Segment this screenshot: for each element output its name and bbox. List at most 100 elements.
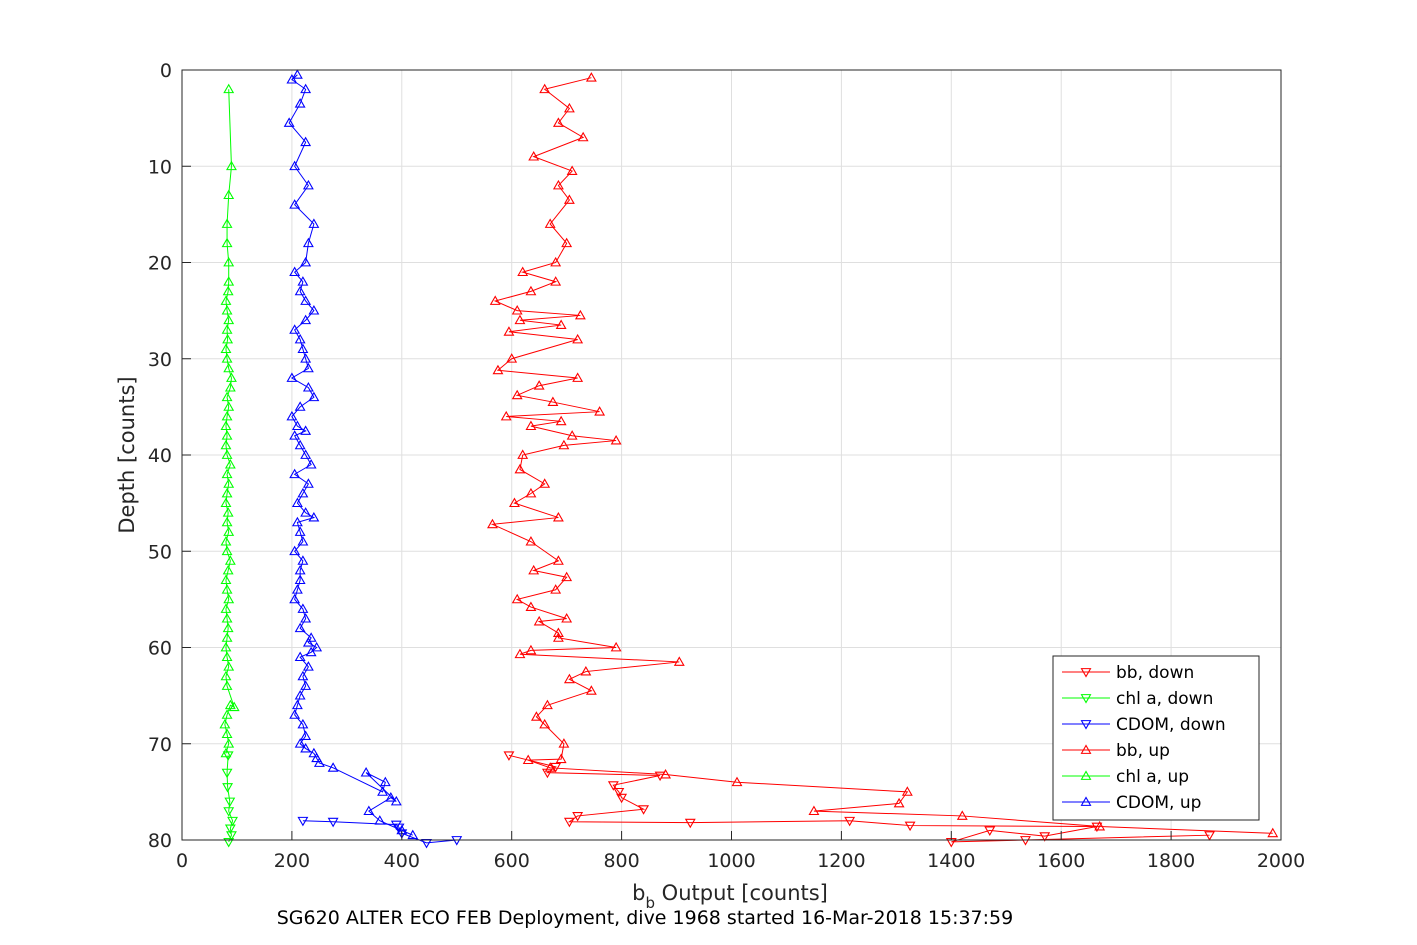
data-point — [558, 439, 570, 450]
data-point — [522, 754, 534, 765]
data-point — [506, 353, 518, 363]
data-point — [1091, 822, 1103, 833]
data-point — [221, 680, 233, 690]
data-point — [563, 102, 575, 113]
data-point — [893, 797, 905, 808]
data-point — [904, 821, 916, 832]
data-point — [555, 415, 567, 426]
data-point — [541, 768, 553, 779]
y-tick-label: 20 — [148, 253, 172, 275]
data-point — [390, 795, 402, 806]
data-point — [511, 389, 523, 400]
data-point — [555, 753, 567, 764]
series-line — [508, 754, 1210, 843]
data-point — [311, 641, 323, 652]
data-point — [297, 816, 309, 827]
data-point — [1267, 827, 1279, 838]
series-layer — [219, 69, 1279, 849]
data-point — [221, 728, 233, 739]
data-point — [327, 817, 339, 828]
y-tick-label: 40 — [148, 445, 172, 467]
data-point — [221, 410, 233, 421]
data-point — [300, 425, 312, 435]
data-point — [221, 487, 233, 498]
y-tick-label: 80 — [148, 830, 172, 852]
data-point — [297, 343, 309, 354]
data-point — [566, 165, 578, 175]
data-point — [552, 511, 564, 522]
data-point — [289, 199, 301, 209]
data-point — [577, 131, 589, 142]
data-point — [487, 518, 498, 529]
legend-label: bb, down — [1116, 663, 1194, 683]
y-axis-ticks: 0 10 20 30 40 50 60 70 80 — [148, 60, 191, 852]
data-point — [594, 406, 606, 416]
data-point — [305, 632, 317, 642]
data-point — [508, 497, 520, 508]
data-point — [547, 396, 559, 406]
data-point — [385, 792, 397, 802]
data-point — [294, 651, 306, 662]
x-axis-label: bb Output [counts] — [632, 881, 828, 912]
data-point — [533, 380, 545, 390]
data-point — [222, 333, 234, 344]
data-point — [300, 353, 312, 363]
data-point — [222, 507, 234, 517]
data-point — [300, 83, 312, 94]
data-point — [638, 805, 650, 815]
data-point — [223, 837, 235, 848]
data-point — [289, 324, 301, 334]
data-point — [294, 622, 306, 633]
data-point — [302, 478, 314, 488]
data-point — [221, 584, 233, 594]
data-point — [294, 526, 306, 536]
data-point — [294, 574, 306, 585]
data-point — [228, 701, 240, 712]
data-point — [308, 511, 320, 522]
data-point — [300, 136, 312, 147]
legend-box — [1052, 655, 1260, 821]
data-point — [300, 295, 312, 305]
data-point — [221, 391, 233, 402]
data-point — [610, 434, 622, 445]
data-point — [561, 613, 573, 623]
data-point — [377, 786, 389, 796]
y-tick-label: 0 — [160, 60, 172, 82]
x-tick-label: 1600 — [1037, 850, 1085, 872]
data-point — [223, 256, 235, 267]
data-point — [220, 603, 232, 613]
data-point — [223, 276, 235, 286]
data-point — [492, 364, 504, 375]
data-point — [300, 256, 312, 267]
data-point — [552, 117, 564, 127]
data-point — [525, 601, 537, 612]
data-point — [572, 333, 584, 344]
data-point — [223, 593, 235, 604]
data-point — [291, 516, 303, 527]
data-point — [297, 276, 309, 286]
series-chl-a-up — [219, 83, 240, 758]
data-point — [222, 564, 234, 575]
data-point — [308, 305, 320, 315]
legend: bb, down chl a, down CDOM, down bb, up chl a… — [1052, 655, 1260, 821]
data-point — [302, 237, 314, 248]
data-point — [224, 797, 236, 808]
data-point — [222, 622, 234, 633]
series-cdom-up — [283, 69, 419, 840]
data-point — [374, 815, 386, 825]
data-point — [219, 718, 231, 729]
data-point — [300, 742, 312, 753]
data-point — [308, 391, 320, 402]
data-point — [550, 256, 562, 267]
data-point — [1094, 820, 1106, 831]
data-point — [610, 641, 622, 652]
data-point — [297, 555, 309, 565]
data-point — [220, 747, 232, 758]
data-point — [294, 564, 306, 575]
data-point — [539, 718, 551, 729]
data-point — [297, 536, 309, 546]
data-point — [305, 646, 317, 657]
data-point — [731, 776, 743, 787]
data-point — [585, 685, 597, 695]
